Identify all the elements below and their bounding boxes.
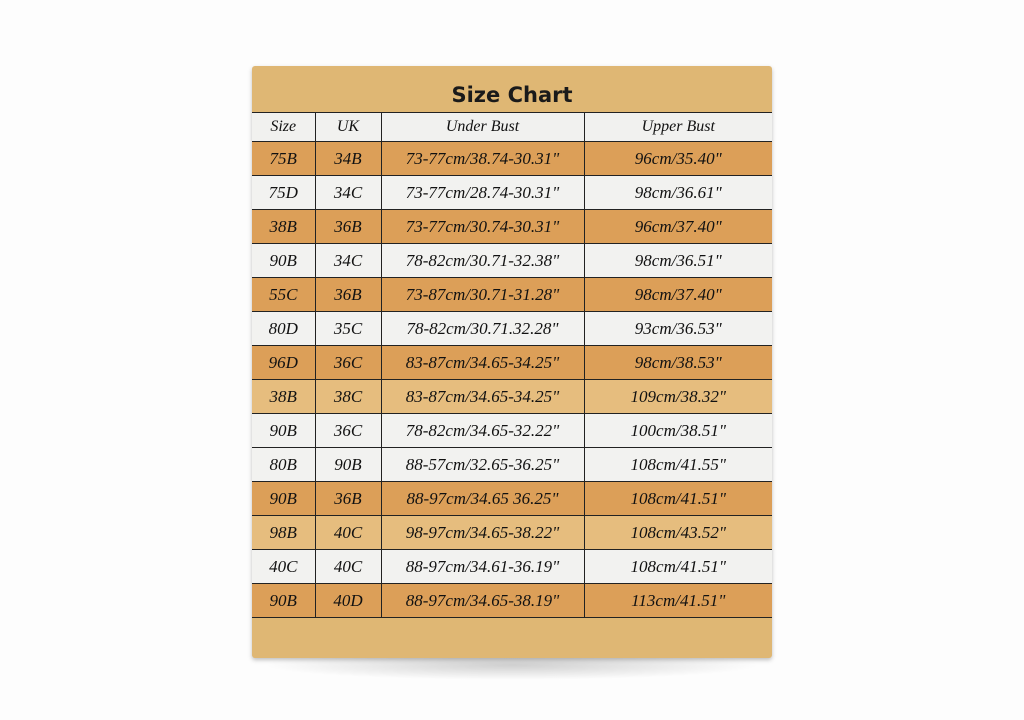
- table-row: 38B 36B 73-77cm/30.74-30.31" 96cm/37.40": [252, 209, 772, 244]
- cell-size: 38B: [252, 209, 316, 244]
- table-row: 55C 36B 73-87cm/30.71-31.28" 98cm/37.40": [252, 277, 772, 312]
- cell-under-bust: 78-82cm/34.65-32.22": [380, 413, 585, 448]
- cell-upper-bust: 108cm/43.52": [583, 515, 772, 550]
- cell-under-bust: 88-97cm/34.65 36.25": [380, 481, 585, 516]
- cell-uk: 34C: [314, 243, 382, 278]
- cell-size: 40C: [252, 549, 316, 584]
- cell-under-bust: 88-97cm/34.65-38.19": [380, 583, 585, 618]
- cell-uk: 36B: [314, 481, 382, 516]
- table-row: 98B 40C 98-97cm/34.65-38.22" 108cm/43.52": [252, 515, 772, 550]
- header-row: Size UK Under Bust Upper Bust: [252, 112, 772, 142]
- cell-upper-bust: 98cm/36.51": [583, 243, 772, 278]
- cell-upper-bust: 98cm/38.53": [583, 345, 772, 380]
- cell-uk: 36B: [314, 277, 382, 312]
- table-row: 90B 34C 78-82cm/30.71-32.38" 98cm/36.51": [252, 243, 772, 278]
- header-uk: UK: [314, 112, 382, 142]
- table-row: 96D 36C 83-87cm/34.65-34.25" 98cm/38.53": [252, 345, 772, 380]
- cell-upper-bust: 98cm/36.61": [583, 175, 772, 210]
- cell-upper-bust: 108cm/41.51": [583, 481, 772, 516]
- header-upper-bust: Upper Bust: [583, 112, 772, 142]
- cell-upper-bust: 100cm/38.51": [583, 413, 772, 448]
- cell-uk: 38C: [314, 379, 382, 414]
- cell-upper-bust: 108cm/41.51": [583, 549, 772, 584]
- table-row: 90B 36C 78-82cm/34.65-32.22" 100cm/38.51": [252, 413, 772, 448]
- cell-size: 80B: [252, 447, 316, 482]
- cell-uk: 36B: [314, 209, 382, 244]
- cell-under-bust: 83-87cm/34.65-34.25": [380, 379, 585, 414]
- cell-under-bust: 88-97cm/34.61-36.19": [380, 549, 585, 584]
- cell-under-bust: 78-82cm/30.71.32.28": [380, 311, 585, 346]
- cell-upper-bust: 108cm/41.55": [583, 447, 772, 482]
- cell-size: 90B: [252, 583, 316, 618]
- cell-upper-bust: 113cm/41.51": [583, 583, 772, 618]
- chart-title: Size Chart: [451, 83, 573, 107]
- cell-uk: 40C: [314, 549, 382, 584]
- cell-upper-bust: 98cm/37.40": [583, 277, 772, 312]
- table-row: 75B 34B 73-77cm/38.74-30.31" 96cm/35.40": [252, 141, 772, 176]
- cell-upper-bust: 109cm/38.32": [583, 379, 772, 414]
- table-row: 90B 40D 88-97cm/34.65-38.19" 113cm/41.51": [252, 583, 772, 618]
- cell-size: 80D: [252, 311, 316, 346]
- cell-under-bust: 88-57cm/32.65-36.25": [380, 447, 585, 482]
- cell-under-bust: 73-77cm/28.74-30.31": [380, 175, 585, 210]
- cell-under-bust: 98-97cm/34.65-38.22": [380, 515, 585, 550]
- cell-size: 38B: [252, 379, 316, 414]
- size-chart-box: Size Chart Size UK Under Bust Upper Bust…: [252, 66, 772, 658]
- cell-size: 75B: [252, 141, 316, 176]
- cell-size: 90B: [252, 243, 316, 278]
- cell-uk: 40C: [314, 515, 382, 550]
- cell-under-bust: 73-77cm/30.74-30.31": [380, 209, 585, 244]
- cell-size: 55C: [252, 277, 316, 312]
- cell-uk: 90B: [314, 447, 382, 482]
- cell-uk: 34B: [314, 141, 382, 176]
- cell-size: 98B: [252, 515, 316, 550]
- cell-under-bust: 73-77cm/38.74-30.31": [380, 141, 585, 176]
- cell-size: 96D: [252, 345, 316, 380]
- table-row: 80B 90B 88-57cm/32.65-36.25" 108cm/41.55": [252, 447, 772, 482]
- cell-uk: 40D: [314, 583, 382, 618]
- cell-size: 90B: [252, 481, 316, 516]
- size-table: Size UK Under Bust Upper Bust 75B 34B 73-7…: [252, 112, 772, 618]
- table-row: 75D 34C 73-77cm/28.74-30.31" 98cm/36.61": [252, 175, 772, 210]
- cell-uk: 36C: [314, 345, 382, 380]
- cell-under-bust: 83-87cm/34.65-34.25": [380, 345, 585, 380]
- cell-size: 75D: [252, 175, 316, 210]
- cell-under-bust: 78-82cm/30.71-32.38": [380, 243, 585, 278]
- cell-uk: 36C: [314, 413, 382, 448]
- table-row: 80D 35C 78-82cm/30.71.32.28" 93cm/36.53": [252, 311, 772, 346]
- header-size: Size: [252, 112, 316, 142]
- table-row: 38B 38C 83-87cm/34.65-34.25" 109cm/38.32": [252, 379, 772, 414]
- cell-size: 90B: [252, 413, 316, 448]
- cell-upper-bust: 96cm/35.40": [583, 141, 772, 176]
- table-row: 40C 40C 88-97cm/34.61-36.19" 108cm/41.51": [252, 549, 772, 584]
- cell-uk: 35C: [314, 311, 382, 346]
- cell-uk: 34C: [314, 175, 382, 210]
- table-row: 90B 36B 88-97cm/34.65 36.25" 108cm/41.51": [252, 481, 772, 516]
- header-under-bust: Under Bust: [380, 112, 585, 142]
- cell-upper-bust: 93cm/36.53": [583, 311, 772, 346]
- cell-under-bust: 73-87cm/30.71-31.28": [380, 277, 585, 312]
- cell-upper-bust: 96cm/37.40": [583, 209, 772, 244]
